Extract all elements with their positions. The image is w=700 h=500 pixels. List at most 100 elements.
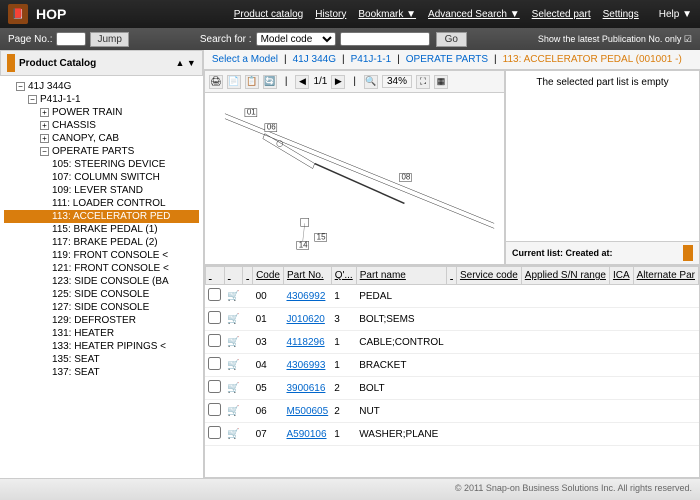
tree-group[interactable]: −OPERATE PARTS — [4, 145, 199, 158]
bc-3[interactable]: OPERATE PARTS — [406, 54, 488, 65]
search-input[interactable] — [340, 32, 430, 46]
tree-item[interactable]: 133: HEATER PIPINGS < — [4, 340, 199, 353]
expand-arrow-icon[interactable] — [683, 245, 693, 261]
row-check[interactable] — [208, 426, 221, 439]
col-header[interactable] — [243, 267, 253, 285]
cart-icon[interactable]: 🛒 — [224, 400, 242, 423]
col-header[interactable]: Applied S/N range — [521, 267, 609, 285]
tree-item[interactable]: 135: SEAT — [4, 353, 199, 366]
table-row[interactable]: 🛒 00 4306992 1 PEDAL — [205, 285, 698, 308]
tree-item[interactable]: 127: SIDE CONSOLE — [4, 301, 199, 314]
tree-item[interactable]: 113: ACCELERATOR PED — [4, 210, 199, 223]
col-header[interactable] — [224, 267, 242, 285]
nav-bookmark[interactable]: Bookmark ▼ — [358, 9, 416, 20]
part-list-empty: The selected part list is empty — [506, 71, 699, 241]
bc-model[interactable]: Select a Model — [212, 54, 278, 65]
tree-item[interactable]: 137: SEAT — [4, 366, 199, 379]
row-check[interactable] — [208, 288, 221, 301]
help-link[interactable]: Help ▼ — [659, 9, 692, 20]
row-code: 05 — [253, 377, 284, 400]
current-list-label: Current list: — [512, 248, 563, 258]
part-link[interactable]: 3900616 — [286, 383, 325, 394]
tree-item[interactable]: 111: LOADER CONTROL — [4, 197, 199, 210]
part-link[interactable]: 4306992 — [286, 291, 325, 302]
prev-icon[interactable]: ◀ — [295, 75, 309, 89]
col-header[interactable]: Part No. — [283, 267, 331, 285]
table-row[interactable]: 🛒 07 A590106 1 WASHER;PLANE — [205, 423, 698, 446]
part-link[interactable]: M500605 — [286, 406, 328, 417]
row-check[interactable] — [208, 403, 221, 416]
part-link[interactable]: A590106 — [286, 429, 326, 440]
row-check[interactable] — [208, 380, 221, 393]
cart-icon[interactable]: 🛒 — [224, 423, 242, 446]
tree-item[interactable]: 131: HEATER — [4, 327, 199, 340]
tree-item[interactable]: 109: LEVER STAND — [4, 184, 199, 197]
part-link[interactable]: 4118296 — [286, 337, 324, 348]
table-row[interactable]: 🛒 01 J010620 3 BOLT;SEMS — [205, 308, 698, 331]
nav-catalog[interactable]: Product catalog — [234, 9, 304, 20]
part-link[interactable]: J010620 — [286, 314, 324, 325]
tree-item[interactable]: 107: COLUMN SWITCH — [4, 171, 199, 184]
latest-pub-toggle[interactable]: Show the latest Publication No. only ☑ — [538, 34, 692, 45]
svg-text:06: 06 — [267, 123, 276, 132]
zoom-pct[interactable]: 34% — [382, 75, 412, 88]
page-input[interactable] — [56, 32, 86, 46]
col-header[interactable]: Service code — [456, 267, 521, 285]
refresh-icon[interactable]: 🔄 — [263, 75, 277, 89]
col-header[interactable]: Q'... — [331, 267, 356, 285]
table-row[interactable]: 🛒 06 M500605 2 NUT — [205, 400, 698, 423]
tree-item[interactable]: 125: SIDE CONSOLE — [4, 288, 199, 301]
go-button[interactable]: Go — [436, 32, 467, 47]
col-header[interactable] — [447, 267, 457, 285]
cart-icon[interactable]: 🛒 — [224, 285, 242, 308]
nav-history[interactable]: History — [315, 9, 346, 20]
search-type-select[interactable]: Model code — [256, 32, 336, 46]
tree-item[interactable]: 123: SIDE CONSOLE (BA — [4, 275, 199, 288]
tree-item[interactable]: 129: DEFROSTER — [4, 314, 199, 327]
table-row[interactable]: 🛒 03 4118296 1 CABLE;CONTROL — [205, 331, 698, 354]
grid-icon[interactable]: ▦ — [434, 75, 448, 89]
row-check[interactable] — [208, 357, 221, 370]
tree-item[interactable]: 117: BRAKE PEDAL (2) — [4, 236, 199, 249]
nav-advsearch[interactable]: Advanced Search ▼ — [428, 9, 520, 20]
cart-icon[interactable]: 🛒 — [224, 354, 242, 377]
cart-icon[interactable]: 🛒 — [224, 331, 242, 354]
tree-item[interactable]: 121: FRONT CONSOLE < — [4, 262, 199, 275]
col-header[interactable]: ICA — [609, 267, 633, 285]
table-row[interactable]: 🛒 05 3900616 2 BOLT — [205, 377, 698, 400]
tree-group[interactable]: +CHASSIS — [4, 119, 199, 132]
tree-item[interactable]: 115: BRAKE PEDAL (1) — [4, 223, 199, 236]
nav-selected[interactable]: Selected part — [532, 9, 591, 20]
col-header[interactable]: Part name — [356, 267, 446, 285]
cart-icon[interactable]: 🛒 — [224, 308, 242, 331]
jump-button[interactable]: Jump — [90, 32, 128, 47]
fit-icon[interactable]: ⛶ — [416, 75, 430, 89]
print-icon[interactable]: 🖨 — [209, 75, 223, 89]
breadcrumb: Select a Model| 41J 344G| P41J-1-1| OPER… — [204, 50, 700, 70]
part-link[interactable]: 4306993 — [286, 360, 325, 371]
row-check[interactable] — [208, 311, 221, 324]
nav-settings[interactable]: Settings — [603, 9, 639, 20]
tree-item[interactable]: 119: FRONT CONSOLE < — [4, 249, 199, 262]
sort-icons[interactable]: ▲ ▼ — [176, 58, 196, 68]
bc-1[interactable]: 41J 344G — [293, 54, 336, 65]
table-row[interactable]: 🛒 04 4306993 1 BRACKET — [205, 354, 698, 377]
copy-icon[interactable]: 📋 — [245, 75, 259, 89]
bc-2[interactable]: P41J-1-1 — [351, 54, 392, 65]
collapse-icon[interactable] — [7, 54, 15, 72]
tree-model[interactable]: −41J 344G — [4, 80, 199, 93]
doc-icon[interactable]: 📄 — [227, 75, 241, 89]
tree-group[interactable]: +POWER TRAIN — [4, 106, 199, 119]
tree-item[interactable]: 105: STEERING DEVICE — [4, 158, 199, 171]
col-header[interactable]: Alternate Par — [633, 267, 698, 285]
row-check[interactable] — [208, 334, 221, 347]
cart-icon[interactable]: 🛒 — [224, 377, 242, 400]
next-icon[interactable]: ▶ — [331, 75, 345, 89]
diagram-canvas[interactable]: 01 06 08 14 15 — [205, 93, 504, 264]
row-qty: 1 — [331, 423, 356, 446]
zoom-icon[interactable]: 🔍 — [364, 75, 378, 89]
col-header[interactable]: Code — [253, 267, 284, 285]
tree-group[interactable]: +CANOPY, CAB — [4, 132, 199, 145]
tree-sub[interactable]: −P41J-1-1 — [4, 93, 199, 106]
col-header[interactable] — [205, 267, 224, 285]
